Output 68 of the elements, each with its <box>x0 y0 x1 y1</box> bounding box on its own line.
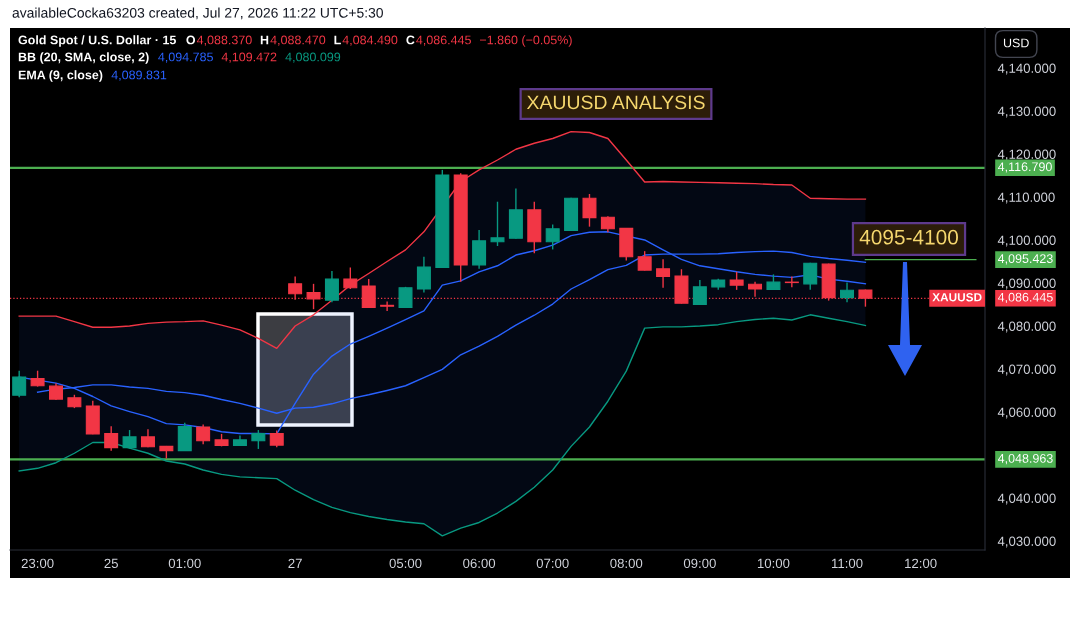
annotation: −1.860 (−0.05%) <box>479 35 572 47</box>
annotation: H <box>260 35 269 45</box>
x-tick-label: 05:00 <box>389 558 422 569</box>
x-tick-label: 27 <box>288 558 302 568</box>
candlestick <box>803 262 818 291</box>
annotation: L <box>334 35 341 45</box>
candlestick <box>251 429 266 450</box>
annotation: 4,084.490 <box>342 35 398 46</box>
annotation: BB (20, SMA, close, 2) <box>18 52 149 64</box>
data-label: 4,095.423 <box>997 254 1053 265</box>
annotation: 4,088.470 <box>270 35 326 46</box>
x-tick-label: 23:00 <box>21 558 54 569</box>
annotation: XAUUSD ANALYSIS <box>526 95 705 110</box>
y-tick-label: 4,040.000 <box>997 493 1056 505</box>
x-tick-label: 06:00 <box>463 558 496 569</box>
candlestick <box>545 223 560 251</box>
annotation: 4,088.370 <box>196 35 252 46</box>
y-tick-label: 4,060.000 <box>997 407 1056 419</box>
x-tick-label: 25 <box>104 558 118 569</box>
annotation: XAUUSD <box>932 293 982 302</box>
candlestick <box>784 275 799 288</box>
ref-line-label: 4,116.790 <box>997 162 1052 173</box>
x-tick-label: 11:00 <box>832 558 863 569</box>
text: USD <box>1003 38 1029 48</box>
candlestick <box>196 423 211 445</box>
annotation: 4,089.831 <box>111 70 167 81</box>
x-tick-label: 10:00 <box>757 558 790 569</box>
x-tick-label: 01:00 <box>168 558 201 569</box>
text: availableCocka63203 created, Jul 27, 2026 11:22 UTC+5:30 <box>12 7 383 20</box>
candlestick <box>122 429 137 450</box>
x-tick-label: 12:00 <box>905 558 937 569</box>
annotation: 4,086.445 <box>416 35 471 46</box>
candlestick <box>637 250 652 272</box>
x-tick-label: 07:00 <box>536 558 569 569</box>
candlestick <box>324 270 339 304</box>
y-tick-label: 4,130.000 <box>997 106 1056 118</box>
candlestick <box>490 201 505 247</box>
text: Gold Spot / U.S. Dollar · 15 <box>18 35 176 47</box>
y-tick-label: 4,070.000 <box>997 364 1056 376</box>
candlestick <box>656 258 671 289</box>
y-tick-label: 4,110.000 <box>997 192 1055 204</box>
candlestick <box>12 370 27 399</box>
line-series <box>18 314 867 537</box>
y-tick-label: 4,030.000 <box>997 536 1056 548</box>
x-tick-label: 09:00 <box>683 558 716 569</box>
y-tick-label: 4,140.000 <box>997 63 1056 75</box>
annotation: EMA (9, close) <box>18 70 103 82</box>
annotation: 4,094.785 <box>158 52 213 63</box>
candlestick <box>104 425 119 452</box>
x-tick-label: 08:00 <box>610 558 643 569</box>
candlestick <box>380 300 395 312</box>
candlestick <box>729 271 744 291</box>
ref-line-label: 4,086.445 <box>997 292 1053 304</box>
candlestick <box>582 193 597 228</box>
annotation: C <box>406 35 415 45</box>
annotation: 4,080.099 <box>285 52 341 63</box>
annotation: 4,109.472 <box>221 52 277 63</box>
ref-line-label: 4,048.963 <box>997 453 1053 465</box>
candlestick <box>416 256 431 294</box>
candlestick <box>343 266 358 290</box>
y-tick-label: 4,100.000 <box>997 235 1056 247</box>
y-tick-label: 4,090.000 <box>997 278 1056 290</box>
annotation: O <box>186 35 196 45</box>
candlestick <box>840 281 855 304</box>
y-tick-label: 4,120.000 <box>997 149 1056 161</box>
candlestick <box>692 279 707 306</box>
annotation: 4095-4100 <box>859 229 959 245</box>
y-tick-label: 4,080.000 <box>997 321 1056 333</box>
